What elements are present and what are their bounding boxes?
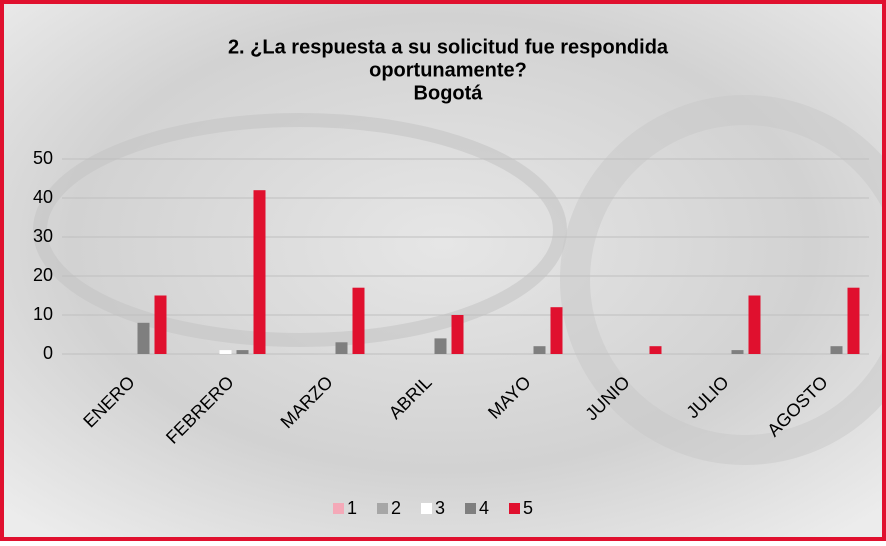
y-tick-label: 20 [33,265,53,285]
legend-swatch [333,503,344,514]
chart-title: oportunamente? [369,59,527,81]
bar [452,315,464,354]
bar [254,190,266,354]
bar [732,350,744,354]
legend-swatch [377,503,388,514]
bar [650,346,662,354]
bar [220,350,232,354]
y-tick-label: 30 [33,226,53,246]
chart-title: Bogotá [414,82,484,104]
legend-swatch [421,503,432,514]
bar [534,346,546,354]
bar [435,338,447,354]
bar [353,288,365,354]
legend-swatch [465,503,476,514]
bar [138,323,150,354]
legend-label: 1 [347,498,357,518]
y-tick-label: 50 [33,148,53,168]
y-tick-label: 10 [33,304,53,324]
legend-label: 2 [391,498,401,518]
legend-label: 3 [435,498,445,518]
legend-label: 5 [523,498,533,518]
bar [237,350,249,354]
y-tick-label: 40 [33,187,53,207]
bar [831,346,843,354]
chart-title: 2. ¿La respuesta a su solicitud fue resp… [228,36,669,58]
bar [848,288,860,354]
legend-label: 4 [479,498,489,518]
bar [551,307,563,354]
bar [749,296,761,355]
bar [336,342,348,354]
legend-swatch [509,503,520,514]
y-tick-label: 0 [43,343,53,363]
bar [155,296,167,355]
